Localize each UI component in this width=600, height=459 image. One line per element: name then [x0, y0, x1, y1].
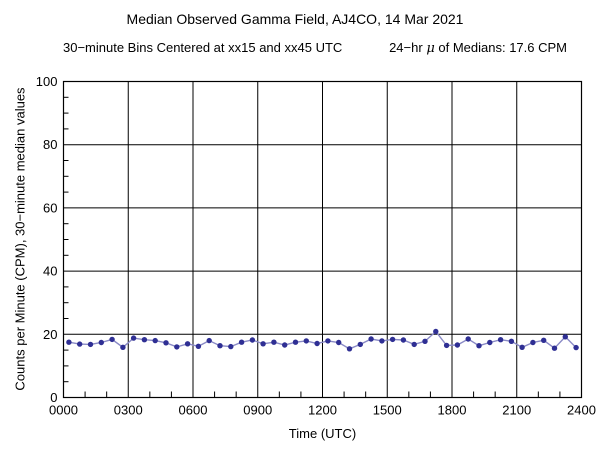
- data-point: [519, 344, 525, 350]
- data-point: [249, 337, 256, 343]
- data-point: [368, 336, 374, 342]
- data-point: [562, 334, 568, 340]
- data-point: [541, 337, 547, 343]
- plot-frame: [62, 80, 583, 399]
- data-point: [411, 341, 417, 348]
- subtitle-bins-text: 30−minute Bins Centered at xx15 and xx45…: [63, 40, 343, 55]
- data-point: [573, 344, 579, 351]
- chart-subtitle: 30−minute Bins Centered at xx15 and xx45…: [63, 40, 567, 56]
- data-point: [400, 337, 407, 343]
- data-point: [282, 342, 288, 348]
- subtitle-mean-text: 24−hr μ of Medians: 17.6 CPM: [389, 40, 567, 56]
- y-tick-label: 80: [43, 137, 57, 152]
- data-point: [325, 338, 331, 344]
- data-point: [497, 337, 504, 343]
- data-point: [379, 338, 385, 344]
- x-tick-label: 2100: [502, 403, 531, 418]
- data-point: [87, 341, 94, 348]
- data-point: [66, 339, 72, 345]
- data-point: [433, 328, 439, 335]
- data-point: [260, 341, 266, 347]
- data-point: [530, 339, 536, 346]
- data-point: [120, 344, 126, 350]
- data-point: [228, 343, 234, 350]
- data-point: [271, 339, 277, 345]
- data-point: [487, 339, 493, 346]
- x-axis-label: Time (UTC): [288, 426, 357, 441]
- data-point: [174, 344, 180, 350]
- data-point: [109, 336, 115, 343]
- data-point: [336, 339, 342, 346]
- data-point: [206, 337, 212, 344]
- data-point: [141, 337, 148, 343]
- data-point: [292, 339, 299, 345]
- data-point: [130, 335, 137, 341]
- y-axis-label: Counts per Minute (CPM), 30−minute media…: [12, 87, 28, 391]
- x-tick-label: 1800: [438, 403, 467, 418]
- x-tick-label: 0900: [243, 403, 272, 418]
- data-point: [184, 341, 191, 347]
- data-point: [195, 343, 202, 349]
- mu-symbol: μ: [426, 41, 435, 56]
- data-point: [508, 338, 515, 344]
- y-tick-label: 20: [43, 327, 57, 342]
- subtitle-mean-prefix: 24−hr: [389, 40, 427, 55]
- x-tick-label: 1500: [373, 403, 402, 418]
- data-point: [551, 345, 558, 351]
- data-point: [346, 346, 353, 352]
- data-point: [152, 337, 158, 344]
- chart-title: Median Observed Gamma Field, AJ4CO, 14 M…: [126, 11, 464, 27]
- data-point: [389, 336, 396, 343]
- data-point: [238, 339, 245, 345]
- x-tick-label: 0600: [179, 403, 208, 418]
- data-point: [303, 338, 309, 344]
- subtitle-mean-suffix: of Medians: 17.6 CPM: [434, 40, 567, 55]
- data-point: [357, 341, 363, 348]
- data-point: [98, 339, 105, 346]
- data-point: [454, 342, 461, 348]
- x-tick-label: 0000: [49, 403, 78, 418]
- data-point: [163, 340, 169, 346]
- data-point: [465, 336, 471, 342]
- data-point: [476, 343, 482, 349]
- y-tick-label: 0: [50, 390, 57, 405]
- data-point: [443, 342, 450, 349]
- x-tick-label: 1200: [308, 403, 337, 418]
- y-tick-label: 100: [36, 74, 58, 89]
- data-point: [77, 341, 83, 347]
- y-tick-label: 40: [43, 264, 57, 279]
- x-tick-label: 2400: [567, 403, 596, 418]
- data-point: [217, 343, 223, 349]
- data-point: [422, 338, 428, 344]
- y-tick-label: 60: [43, 200, 57, 215]
- x-tick-label: 0300: [114, 403, 143, 418]
- data-point: [314, 340, 320, 347]
